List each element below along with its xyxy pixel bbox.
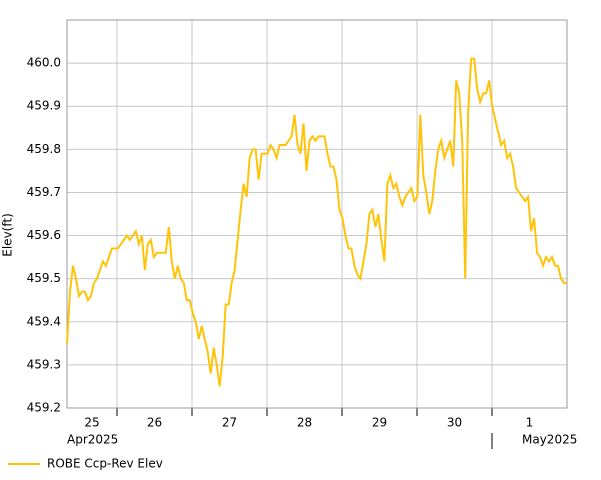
y-tick-label: 459.3 (27, 357, 61, 371)
month-label: May2025 (522, 433, 577, 447)
plot-frame (66, 19, 568, 409)
x-tick-label: 1 (526, 416, 534, 430)
x-tick-label: 27 (222, 416, 237, 430)
x-tick-label: 25 (84, 416, 99, 430)
y-tick-label: 459.4 (27, 314, 61, 328)
x-tick-label: 28 (297, 416, 312, 430)
month-label: Apr2025 (67, 433, 118, 447)
data-line (66, 57, 567, 387)
x-tick-label: 29 (372, 416, 387, 430)
y-tick-label: 460.0 (27, 56, 61, 70)
y-tick-label: 459.8 (27, 142, 61, 156)
y-tick-label: 459.9 (27, 99, 61, 113)
x-tick-label: 30 (447, 416, 462, 430)
y-axis-label: Elev(ft) (1, 213, 15, 256)
x-tick-label: 26 (147, 416, 162, 430)
y-tick-label: 459.6 (27, 228, 61, 242)
y-tick-label: 459.7 (27, 185, 61, 199)
y-tick-label: 459.5 (27, 271, 61, 285)
y-tick-label: 459.2 (27, 401, 61, 415)
legend-label: ROBE Ccp-Rev Elev (47, 457, 163, 471)
